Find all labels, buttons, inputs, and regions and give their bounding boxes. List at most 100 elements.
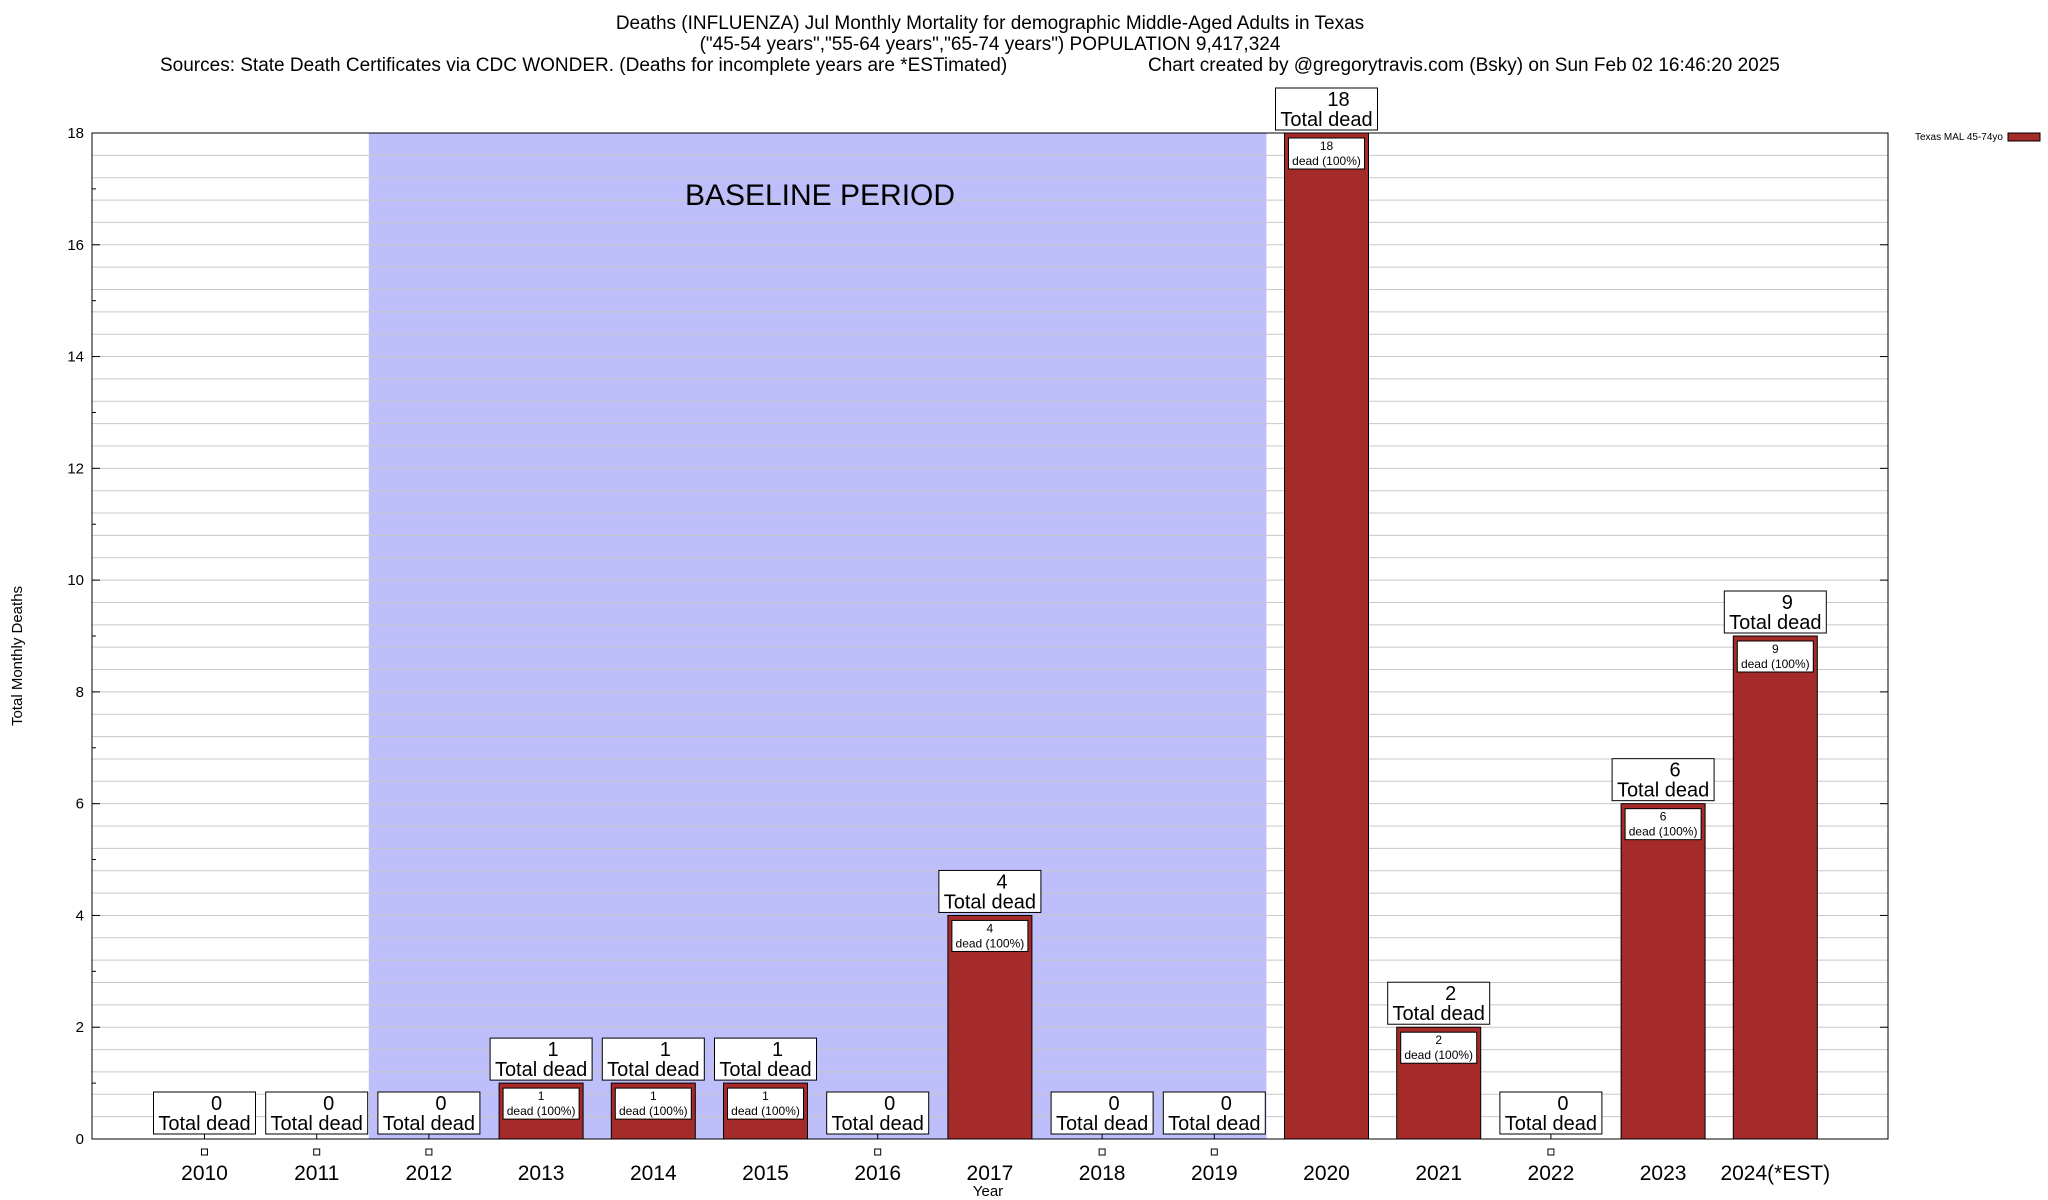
x-tick-label: 2014 [630, 1162, 677, 1185]
x-tick-label: 2018 [1079, 1162, 1126, 1185]
zero-marker [874, 1148, 882, 1156]
x-tick-label: 2021 [1415, 1162, 1462, 1185]
total-text-label: Total dead [1393, 1003, 1485, 1025]
chart-credit: Chart created by @gregorytravis.com (Bsk… [1148, 55, 1780, 76]
x-axis-label: Year [973, 1183, 1003, 1200]
bar [1620, 803, 1706, 1140]
total-label-box [489, 1037, 593, 1081]
total-value-label: 18 [1327, 89, 1349, 111]
total-value-label: 0 [323, 1093, 334, 1115]
x-tick-label: 2017 [967, 1162, 1014, 1185]
total-value-label: 1 [772, 1039, 783, 1061]
total-value-label: 1 [660, 1039, 671, 1061]
total-value-label: 1 [548, 1039, 559, 1061]
baseline-period-shade [368, 133, 1267, 1139]
x-tick-label: 2023 [1640, 1162, 1687, 1185]
legend-label: Texas MAL 45-74yo [1915, 132, 2003, 143]
total-value-label: 0 [435, 1093, 446, 1115]
segment-label-box [1736, 640, 1814, 673]
total-value-label: 6 [1670, 760, 1681, 782]
bar [1732, 635, 1818, 1140]
total-text-label: Total dead [1617, 780, 1709, 802]
x-tick-label: 2020 [1303, 1162, 1350, 1185]
legend-swatch [2007, 132, 2041, 142]
total-text-label: Total dead [158, 1113, 250, 1135]
segment-label-box [1288, 137, 1365, 170]
total-label-box [1162, 1091, 1266, 1135]
segment-pct-label: dead (100%) [1629, 825, 1698, 839]
total-value-label: 0 [1221, 1093, 1232, 1115]
segment-value-label: 4 [987, 921, 994, 935]
total-text-label: Total dead [495, 1059, 587, 1081]
total-label-box [153, 1091, 256, 1135]
zero-marker [1210, 1148, 1218, 1156]
total-text-label: Total dead [719, 1059, 811, 1081]
total-label-box [1611, 758, 1715, 802]
segment-value-label: 6 [1660, 810, 1667, 824]
segment-label-box [951, 919, 1029, 952]
baseline-label: BASELINE PERIOD [685, 179, 955, 212]
y-tick-label: 6 [76, 796, 84, 813]
x-tick-label: 2016 [854, 1162, 901, 1185]
total-label-box [1723, 590, 1827, 634]
x-tick-label: 2019 [1191, 1162, 1238, 1185]
total-text-label: Total dead [607, 1059, 699, 1081]
segment-value-label: 1 [538, 1089, 545, 1103]
total-value-label: 4 [996, 871, 1007, 893]
zero-marker [1547, 1148, 1555, 1156]
total-value-label: 2 [1445, 983, 1456, 1005]
segment-pct-label: dead (100%) [507, 1104, 576, 1118]
total-text-label: Total dead [832, 1113, 924, 1135]
x-tick-label: 2012 [406, 1162, 453, 1185]
zero-marker [425, 1148, 433, 1156]
segment-label-box [1624, 808, 1702, 841]
segment-pct-label: dead (100%) [731, 1104, 800, 1118]
total-label-box [938, 869, 1042, 913]
segment-pct-label: dead (100%) [1404, 1048, 1473, 1062]
y-tick-label: 12 [67, 460, 84, 477]
total-text-label: Total dead [1505, 1113, 1597, 1135]
chart-sources: Sources: State Death Certificates via CD… [160, 55, 1008, 76]
total-label-box [1275, 87, 1378, 131]
segment-value-label: 1 [762, 1089, 769, 1103]
zero-marker [1098, 1148, 1106, 1156]
segment-label-box [727, 1087, 804, 1120]
y-tick-label: 4 [76, 907, 84, 924]
total-value-label: 0 [211, 1093, 222, 1115]
total-text-label: Total dead [271, 1113, 363, 1135]
total-value-label: 0 [1557, 1093, 1568, 1115]
segment-value-label: 9 [1772, 642, 1779, 656]
total-text-label: Total dead [944, 891, 1036, 913]
zero-marker [313, 1148, 321, 1156]
x-tick-label: 2010 [181, 1162, 228, 1185]
total-value-label: 0 [884, 1093, 895, 1115]
x-tick-label: 2011 [294, 1162, 339, 1185]
total-label-box [1499, 1091, 1603, 1135]
total-text-label: Total dead [1280, 109, 1372, 131]
total-label-box [1050, 1091, 1154, 1135]
x-tick-label: 2013 [518, 1162, 565, 1185]
x-tick-label: 2015 [742, 1162, 789, 1185]
segment-value-label: 2 [1435, 1033, 1442, 1047]
segment-label-box [614, 1087, 692, 1120]
x-tick-label: 2022 [1528, 1162, 1575, 1185]
y-tick-label: 16 [67, 237, 84, 254]
total-label-box [826, 1091, 930, 1135]
y-tick-label: 0 [76, 1131, 84, 1148]
total-label-box [714, 1037, 817, 1081]
total-text-label: Total dead [1056, 1113, 1148, 1135]
y-axis-label: Total Monthly Deaths [9, 586, 26, 726]
y-tick-label: 10 [67, 572, 84, 589]
total-label-box [265, 1091, 369, 1135]
y-tick-label: 18 [67, 125, 84, 142]
zero-marker [201, 1148, 208, 1156]
segment-value-label: 18 [1320, 139, 1334, 153]
bar [947, 914, 1033, 1140]
segment-pct-label: dead (100%) [1741, 657, 1810, 671]
x-tick-label: 2024(*EST) [1720, 1162, 1830, 1185]
total-text-label: Total dead [383, 1113, 475, 1135]
segment-pct-label: dead (100%) [1292, 154, 1361, 168]
total-label-box [601, 1037, 705, 1081]
total-value-label: 9 [1782, 592, 1793, 614]
